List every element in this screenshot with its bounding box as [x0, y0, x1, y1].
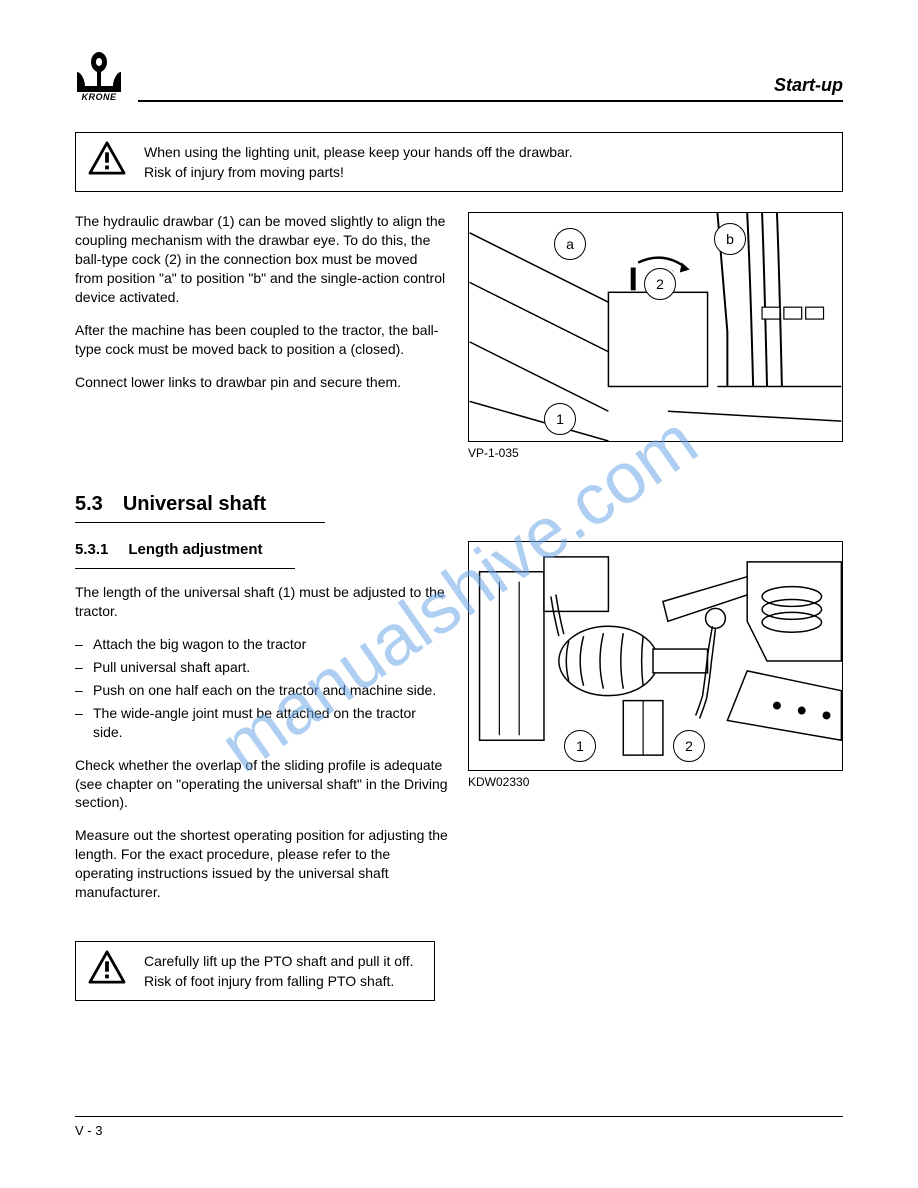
- page-number: V - 3: [75, 1123, 102, 1138]
- warning-1-line-2: Risk of injury from moving parts!: [144, 163, 830, 181]
- para-1: The hydraulic drawbar (1) can be moved s…: [75, 212, 448, 306]
- warning-icon: [88, 950, 126, 984]
- page-footer: V - 3: [75, 1116, 843, 1138]
- figure-2-illustration: [469, 542, 842, 770]
- warning-icon: [88, 141, 126, 175]
- warning-box-1: When using the lighting unit, please kee…: [75, 132, 843, 192]
- para-2: After the machine has been coupled to th…: [75, 321, 448, 359]
- section-title: Universal shaft: [123, 493, 266, 516]
- figure-2-label: KDW02330: [468, 775, 843, 789]
- figure-1-label: VP-1-035: [468, 446, 843, 460]
- krone-crown-icon: [75, 50, 123, 92]
- figure-1-illustration: [469, 213, 842, 441]
- subsection-title: Length adjustment: [128, 541, 262, 558]
- figure-2: 1 2: [468, 541, 843, 771]
- warning-1-line-1: When using the lighting unit, please kee…: [144, 143, 830, 161]
- page-header: KRONE Start-up: [75, 50, 843, 102]
- warning-2-line-2: Risk of foot injury from falling PTO sha…: [144, 972, 422, 990]
- section-2-para-2: Measure out the shortest operating posit…: [75, 826, 448, 902]
- section-number: 5.3: [75, 493, 103, 516]
- section-2-intro: The length of the universal shaft (1) mu…: [75, 583, 448, 621]
- subsection-number: 5.3.1: [75, 541, 108, 558]
- warning-box-2: Carefully lift up the PTO shaft and pull…: [75, 941, 435, 1001]
- para-3: Connect lower links to drawbar pin and s…: [75, 373, 448, 392]
- page-title: Start-up: [774, 75, 843, 98]
- bullet-1: Attach the big wagon to the tractor: [93, 635, 306, 654]
- section-2: 5.3 Universal shaft 5.3.1 Length adjustm…: [75, 493, 843, 1001]
- brand-logo: KRONE: [75, 50, 123, 102]
- section-2-para-1: Check whether the overlap of the sliding…: [75, 756, 448, 813]
- warning-2-line-1: Carefully lift up the PTO shaft and pull…: [144, 952, 422, 970]
- bullet-list: –Attach the big wagon to the tractor –Pu…: [75, 635, 448, 741]
- figure-1: a 2 b 1: [468, 212, 843, 442]
- section-1-text: The hydraulic drawbar (1) can be moved s…: [75, 212, 458, 468]
- section-rule: [75, 522, 325, 523]
- bullet-3: Push on one half each on the tractor and…: [93, 681, 436, 700]
- brand-name: KRONE: [81, 92, 116, 102]
- bullet-2: Pull universal shaft apart.: [93, 658, 250, 677]
- bullet-4: The wide-angle joint must be attached on…: [93, 704, 448, 742]
- subsection-rule: [75, 568, 295, 569]
